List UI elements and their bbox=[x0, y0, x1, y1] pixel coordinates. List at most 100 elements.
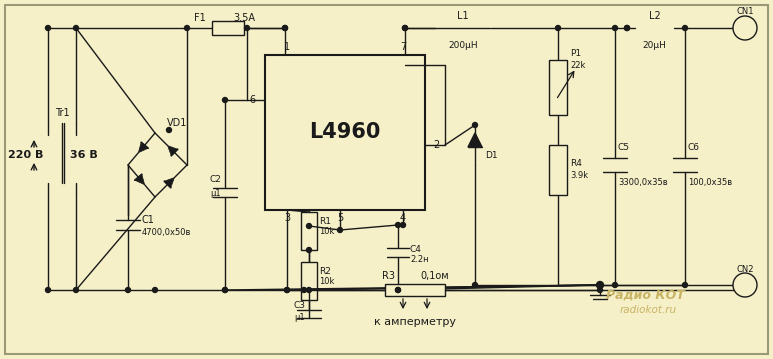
Text: 4700,0x50в: 4700,0x50в bbox=[142, 228, 192, 238]
Text: 3: 3 bbox=[284, 213, 290, 223]
Circle shape bbox=[472, 283, 478, 288]
Circle shape bbox=[598, 288, 602, 293]
Bar bbox=[301, 212, 317, 250]
Bar bbox=[265, 55, 425, 210]
Circle shape bbox=[625, 25, 629, 31]
Circle shape bbox=[244, 25, 250, 31]
Text: 100,0x35в: 100,0x35в bbox=[688, 177, 732, 186]
Text: C4: C4 bbox=[410, 246, 422, 255]
Circle shape bbox=[284, 288, 290, 293]
Text: C5: C5 bbox=[618, 144, 630, 153]
Bar bbox=[549, 60, 567, 115]
Circle shape bbox=[73, 25, 79, 31]
Text: CN1: CN1 bbox=[736, 8, 754, 17]
Text: 3.5А: 3.5А bbox=[233, 13, 255, 23]
Text: 3300,0x35в: 3300,0x35в bbox=[618, 177, 668, 186]
Text: 200μН: 200μН bbox=[448, 42, 478, 51]
Circle shape bbox=[307, 247, 312, 252]
Text: 5: 5 bbox=[337, 213, 343, 223]
Text: C1: C1 bbox=[142, 215, 155, 225]
Text: –: – bbox=[741, 278, 749, 293]
Text: C6: C6 bbox=[688, 144, 700, 153]
Text: F1: F1 bbox=[194, 13, 206, 23]
Text: 3.9k: 3.9k bbox=[570, 172, 588, 181]
Polygon shape bbox=[168, 145, 178, 156]
Text: R4: R4 bbox=[570, 159, 582, 168]
Circle shape bbox=[223, 98, 227, 103]
Text: 2.2н: 2.2н bbox=[410, 256, 428, 265]
Circle shape bbox=[301, 288, 307, 293]
Circle shape bbox=[683, 25, 687, 31]
Circle shape bbox=[403, 25, 407, 31]
Text: L2: L2 bbox=[649, 11, 660, 21]
Circle shape bbox=[396, 223, 400, 228]
Text: R1: R1 bbox=[319, 218, 331, 227]
Text: P1: P1 bbox=[570, 50, 581, 59]
Text: L1: L1 bbox=[457, 11, 468, 21]
Text: CN2: CN2 bbox=[736, 265, 754, 274]
Text: 10k: 10k bbox=[319, 228, 335, 237]
Circle shape bbox=[396, 288, 400, 293]
Circle shape bbox=[556, 25, 560, 31]
Circle shape bbox=[396, 288, 400, 293]
Text: C3: C3 bbox=[293, 300, 305, 309]
Polygon shape bbox=[165, 178, 175, 188]
Bar bbox=[212, 21, 244, 35]
Circle shape bbox=[733, 16, 757, 40]
Circle shape bbox=[472, 122, 478, 127]
Text: 22k: 22k bbox=[570, 61, 585, 70]
Circle shape bbox=[166, 127, 172, 132]
Circle shape bbox=[683, 283, 687, 288]
Circle shape bbox=[307, 288, 312, 293]
Text: L4960: L4960 bbox=[309, 122, 380, 142]
Bar bbox=[301, 262, 317, 300]
Text: C2: C2 bbox=[209, 176, 221, 185]
Circle shape bbox=[282, 25, 288, 31]
Text: 0,1ом: 0,1ом bbox=[420, 271, 448, 281]
Circle shape bbox=[733, 273, 757, 297]
Circle shape bbox=[73, 288, 79, 293]
Circle shape bbox=[625, 25, 629, 31]
Circle shape bbox=[46, 288, 50, 293]
Text: Tr1: Tr1 bbox=[55, 108, 70, 118]
Text: 4: 4 bbox=[400, 213, 406, 223]
Circle shape bbox=[223, 288, 227, 293]
Text: к амперметру: к амперметру bbox=[374, 317, 456, 327]
Circle shape bbox=[400, 223, 406, 228]
Text: +: + bbox=[740, 22, 751, 34]
Circle shape bbox=[282, 25, 288, 31]
Text: R2: R2 bbox=[319, 267, 331, 276]
Circle shape bbox=[307, 224, 312, 228]
Circle shape bbox=[152, 288, 158, 293]
Circle shape bbox=[185, 25, 189, 31]
Text: 20μН: 20μН bbox=[642, 42, 666, 51]
Text: D1: D1 bbox=[485, 150, 498, 159]
Circle shape bbox=[612, 283, 618, 288]
Text: 10k: 10k bbox=[319, 278, 335, 286]
Text: 2: 2 bbox=[433, 140, 439, 150]
Circle shape bbox=[403, 25, 407, 31]
Polygon shape bbox=[468, 133, 482, 147]
Circle shape bbox=[612, 25, 618, 31]
Text: 220 В: 220 В bbox=[9, 150, 44, 160]
Bar bbox=[549, 145, 567, 195]
Polygon shape bbox=[135, 174, 145, 185]
Text: VD1: VD1 bbox=[167, 118, 187, 128]
Circle shape bbox=[46, 25, 50, 31]
Circle shape bbox=[284, 288, 290, 293]
Text: 7: 7 bbox=[400, 42, 406, 52]
Polygon shape bbox=[138, 142, 148, 153]
Circle shape bbox=[597, 281, 604, 289]
Text: μ1: μ1 bbox=[295, 313, 305, 322]
Text: R3: R3 bbox=[382, 271, 395, 281]
Text: radiokot.ru: radiokot.ru bbox=[619, 305, 676, 315]
Text: 36 В: 36 В bbox=[70, 150, 98, 160]
Text: 1: 1 bbox=[284, 42, 290, 52]
Bar bbox=[385, 284, 445, 296]
Text: μ1: μ1 bbox=[210, 190, 221, 199]
Circle shape bbox=[125, 288, 131, 293]
Circle shape bbox=[223, 288, 227, 293]
Text: Радио КОТ: Радио КОТ bbox=[605, 289, 684, 302]
Text: 6: 6 bbox=[249, 95, 255, 105]
Circle shape bbox=[338, 228, 342, 233]
